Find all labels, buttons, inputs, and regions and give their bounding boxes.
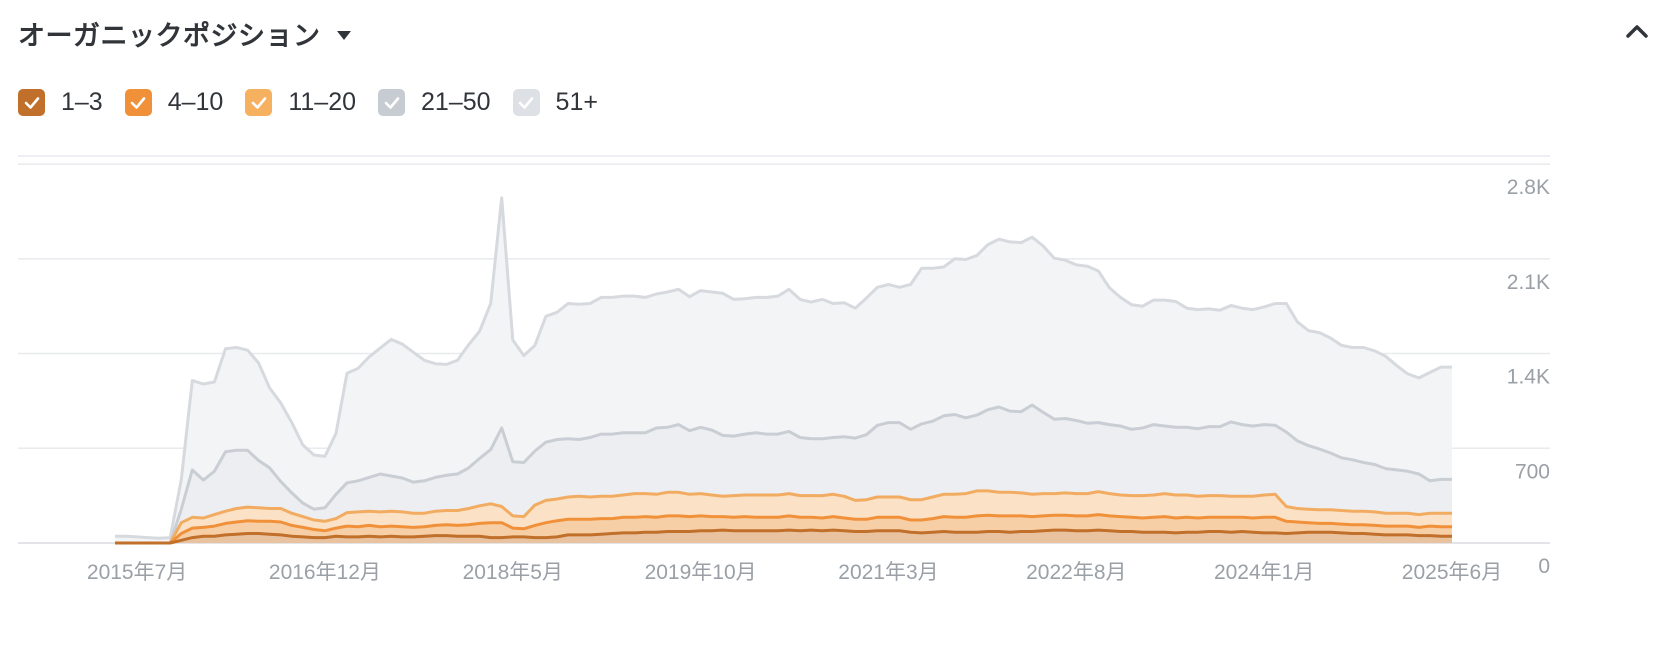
legend-label-11-20: 11–20 — [288, 88, 357, 116]
x-tick-label: 2025年6月 — [1402, 561, 1502, 584]
checkbox-51-plus[interactable] — [512, 89, 540, 116]
x-tick-label: 2022年8月 — [1026, 561, 1126, 584]
x-tick-label: 2021年3月 — [838, 561, 938, 584]
positions-area-chart: 0 700 1.4K 2.1K 2.8K 2015年7月 2016年12月 2018年5月 20… — [18, 155, 1550, 584]
checkbox-1-3[interactable] — [18, 89, 45, 116]
y-tick-label: 1.4K — [1507, 366, 1550, 389]
legend-label-51-plus: 51+ — [555, 88, 598, 116]
x-tick-label: 2024年1月 — [1214, 561, 1314, 584]
line-4–10 — [115, 513, 1452, 545]
line-21–50 — [115, 403, 1452, 545]
line-11–20 — [115, 489, 1452, 545]
area-1–3 — [115, 530, 1452, 543]
legend-label-21-50: 21–50 — [421, 88, 491, 116]
check-icon — [518, 96, 534, 109]
legend-item-11-20[interactable]: 11–20 — [245, 88, 356, 117]
y-tick-label: 2.1K — [1507, 271, 1550, 294]
legend-item-1-3[interactable]: 1–3 — [18, 88, 103, 117]
checkbox-4-10[interactable] — [124, 89, 152, 116]
x-tick-label: 2015年7月 — [87, 561, 187, 584]
x-tick-label: 2018年5月 — [463, 561, 563, 584]
caret-down-icon[interactable] — [336, 31, 351, 40]
x-tick-label: 2016年12月 — [269, 561, 381, 584]
area-4–10 — [115, 514, 1452, 543]
line-51+ — [115, 196, 1452, 540]
legend: 1–3 4–10 11–20 21–50 51+ — [18, 88, 598, 117]
chart-title: オーガニックポジション — [18, 21, 321, 52]
area-51+ — [115, 197, 1452, 543]
area-11–20 — [115, 490, 1452, 543]
check-icon — [251, 96, 267, 109]
x-tick-label: 2019年10月 — [645, 561, 757, 584]
legend-item-51-plus[interactable]: 51+ — [512, 88, 598, 117]
y-tick-label: 700 — [1515, 460, 1550, 483]
y-tick-label: 2.8K — [1507, 176, 1550, 199]
y-tick-label: 0 — [1538, 555, 1550, 578]
chart-header: オーガニックポジション — [18, 14, 351, 53]
check-icon — [24, 96, 39, 109]
checkbox-11-20[interactable] — [245, 89, 273, 116]
checkbox-21-50[interactable] — [378, 89, 406, 116]
check-icon — [384, 96, 399, 109]
chevron-up-icon[interactable] — [1622, 16, 1652, 46]
legend-item-4-10[interactable]: 4–10 — [124, 88, 224, 117]
legend-item-21-50[interactable]: 21–50 — [378, 88, 491, 117]
area-21–50 — [115, 405, 1452, 543]
check-icon — [130, 96, 146, 109]
legend-label-4-10: 4–10 — [167, 88, 224, 116]
legend-label-1-3: 1–3 — [61, 88, 103, 116]
line-1–3 — [115, 528, 1452, 545]
